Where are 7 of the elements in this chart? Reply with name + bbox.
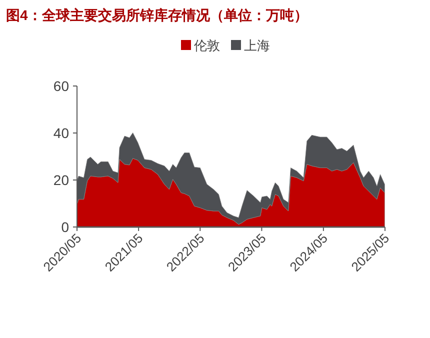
y-tick-label: 60 xyxy=(53,78,70,94)
y-tick-label: 0 xyxy=(61,219,70,235)
legend-label: 伦敦 xyxy=(194,38,220,53)
chart-title: 图4：全球主要交易所锌库存情况（单位：万吨） xyxy=(6,7,308,23)
legend-label: 上海 xyxy=(244,38,270,53)
y-tick-label: 40 xyxy=(53,125,70,141)
y-tick-label: 20 xyxy=(53,172,70,188)
